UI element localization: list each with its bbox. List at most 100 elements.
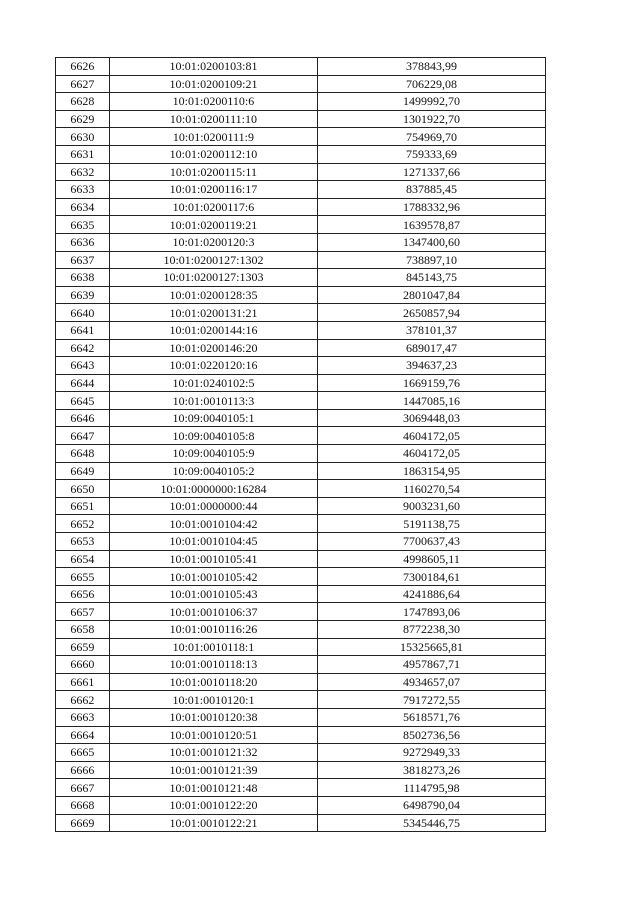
table-row: 6640 10:01:0200131:21 2650857,94 — [55, 303, 546, 322]
row-number-cell: 6637 — [55, 250, 110, 270]
cadastral-value-cell: 2801047,84 — [317, 285, 546, 305]
table-row: 6626 10:01:0200103:81 378843,99 — [55, 57, 546, 76]
table-row: 6627 10:01:0200109:21 706229,08 — [55, 74, 546, 94]
cadastral-value-cell: 378101,37 — [317, 320, 546, 340]
row-number-cell: 6639 — [55, 285, 110, 305]
row-number-cell: 6640 — [55, 303, 110, 322]
table-row: 6649 10:09:0040105:2 1863154,95 — [55, 461, 546, 481]
cadastral-value-cell: 1114795,98 — [317, 778, 546, 797]
table-row: 6653 10:01:0010104:45 7700637,43 — [55, 532, 546, 551]
cadastral-value-cell: 1499992,70 — [317, 92, 546, 111]
cadastral-number-cell: 10:01:0010120:51 — [108, 725, 319, 745]
table-row: 6652 10:01:0010104:42 5191138,75 — [55, 514, 546, 534]
cadastral-value-cell: 394637,23 — [317, 356, 546, 375]
table-row: 6638 10:01:0200127:1303 845143,75 — [55, 268, 546, 287]
cadastral-value-cell: 754969,70 — [317, 127, 546, 146]
cadastral-number-cell: 10:09:0040105:8 — [108, 426, 319, 446]
row-number-cell: 6630 — [55, 127, 110, 146]
row-number-cell: 6647 — [55, 426, 110, 446]
table-row: 6666 10:01:0010121:39 3818273,26 — [55, 760, 546, 780]
cadastral-value-cell: 8502736,56 — [317, 725, 546, 745]
row-number-cell: 6646 — [55, 408, 110, 428]
table-row: 6633 10:01:0200116:17 837885,45 — [55, 180, 546, 199]
table-row: 6657 10:01:0010106:37 1747893,06 — [55, 602, 546, 621]
table-row: 6630 10:01:0200111:9 754969,70 — [55, 127, 546, 146]
cadastral-number-cell: 10:01:0010105:43 — [108, 584, 319, 604]
cadastral-value-cell: 7700637,43 — [317, 532, 546, 551]
row-number-cell: 6631 — [55, 144, 110, 164]
cadastral-number-cell: 10:09:0040105:9 — [108, 444, 319, 463]
table-row: 6654 10:01:0010105:41 4998605,11 — [55, 549, 546, 569]
row-number-cell: 6667 — [55, 778, 110, 797]
table-row: 6628 10:01:0200110:6 1499992,70 — [55, 92, 546, 111]
table-row: 6641 10:01:0200144:16 378101,37 — [55, 320, 546, 340]
cadastral-value-cell: 5618571,76 — [317, 707, 546, 727]
cadastral-value-cell: 1347400,60 — [317, 232, 546, 252]
table-row: 6647 10:09:0040105:8 4604172,05 — [55, 426, 546, 446]
table-row: 6656 10:01:0010105:43 4241886,64 — [55, 584, 546, 604]
table-row: 6642 10:01:0200146:20 689017,47 — [55, 338, 546, 358]
row-number-cell: 6660 — [55, 655, 110, 674]
table-row: 6667 10:01:0010121:48 1114795,98 — [55, 778, 546, 797]
cadastral-number-cell: 10:01:0010116:26 — [108, 620, 319, 639]
table-row: 6635 10:01:0200119:21 1639578,87 — [55, 215, 546, 234]
table-row: 6634 10:01:0200117:6 1788332,96 — [55, 197, 546, 217]
cadastral-value-cell: 9003231,60 — [317, 496, 546, 516]
row-number-cell: 6635 — [55, 215, 110, 234]
row-number-cell: 6655 — [55, 567, 110, 586]
table-body: 6626 10:01:0200103:81 378843,99 6627 10:01:0… — [55, 57, 546, 833]
row-number-cell: 6642 — [55, 338, 110, 358]
table-row: 6639 10:01:0200128:35 2801047,84 — [55, 285, 546, 305]
table-row: 6661 10:01:0010118:20 4934657,07 — [55, 672, 546, 692]
cadastral-number-cell: 10:01:0010121:39 — [108, 760, 319, 780]
row-number-cell: 6650 — [55, 479, 110, 498]
cadastral-value-cell: 1669159,76 — [317, 373, 546, 393]
cadastral-number-cell: 10:01:0200110:6 — [108, 92, 319, 111]
cadastral-value-cell: 4998605,11 — [317, 549, 546, 569]
cadastral-value-cell: 1863154,95 — [317, 461, 546, 481]
row-number-cell: 6636 — [55, 232, 110, 252]
cadastral-value-cell: 7300184,61 — [317, 567, 546, 586]
table-row: 6645 10:01:0010113:3 1447085,16 — [55, 391, 546, 410]
row-number-cell: 6666 — [55, 760, 110, 780]
row-number-cell: 6658 — [55, 620, 110, 639]
cadastral-value-cell: 2650857,94 — [317, 303, 546, 322]
cadastral-number-cell: 10:01:0200103:81 — [108, 57, 319, 76]
cadastral-value-cell: 5345446,75 — [317, 813, 546, 833]
cadastral-number-cell: 10:09:0040105:1 — [108, 408, 319, 428]
cadastral-value-cell: 1301922,70 — [317, 109, 546, 129]
cadastral-number-cell: 10:01:0200131:21 — [108, 303, 319, 322]
cadastral-value-cell: 378843,99 — [317, 57, 546, 76]
row-number-cell: 6653 — [55, 532, 110, 551]
row-number-cell: 6661 — [55, 672, 110, 692]
cadastral-number-cell: 10:01:0200115:11 — [108, 162, 319, 182]
row-number-cell: 6634 — [55, 197, 110, 217]
row-number-cell: 6669 — [55, 813, 110, 833]
cadastral-value-cell: 7917272,55 — [317, 690, 546, 709]
table-row: 6662 10:01:0010120:1 7917272,55 — [55, 690, 546, 709]
row-number-cell: 6641 — [55, 320, 110, 340]
table-row: 6668 10:01:0010122:20 6498790,04 — [55, 795, 546, 815]
cadastral-number-cell: 10:01:0010118:20 — [108, 672, 319, 692]
cadastral-number-cell: 10:01:0010104:45 — [108, 532, 319, 551]
cadastral-number-cell: 10:01:0010120:1 — [108, 690, 319, 709]
cadastral-number-cell: 10:01:0200111:9 — [108, 127, 319, 146]
row-number-cell: 6648 — [55, 444, 110, 463]
cadastral-number-cell: 10:01:0010105:42 — [108, 567, 319, 586]
row-number-cell: 6654 — [55, 549, 110, 569]
row-number-cell: 6638 — [55, 268, 110, 287]
row-number-cell: 6664 — [55, 725, 110, 745]
cadastral-number-cell: 10:01:0200146:20 — [108, 338, 319, 358]
cadastral-value-cell: 6498790,04 — [317, 795, 546, 815]
cadastral-number-cell: 10:01:0010118:13 — [108, 655, 319, 674]
cadastral-number-cell: 10:01:0240102:5 — [108, 373, 319, 393]
row-number-cell: 6633 — [55, 180, 110, 199]
table-row: 6646 10:09:0040105:1 3069448,03 — [55, 408, 546, 428]
cadastral-number-cell: 10:01:0200117:6 — [108, 197, 319, 217]
cadastral-number-cell: 10:01:0010106:37 — [108, 602, 319, 621]
table-row: 6660 10:01:0010118:13 4957867,71 — [55, 655, 546, 674]
row-number-cell: 6659 — [55, 637, 110, 657]
cadastral-value-cell: 15325665,81 — [317, 637, 546, 657]
row-number-cell: 6632 — [55, 162, 110, 182]
cadastral-number-cell: 10:01:0220120:16 — [108, 356, 319, 375]
